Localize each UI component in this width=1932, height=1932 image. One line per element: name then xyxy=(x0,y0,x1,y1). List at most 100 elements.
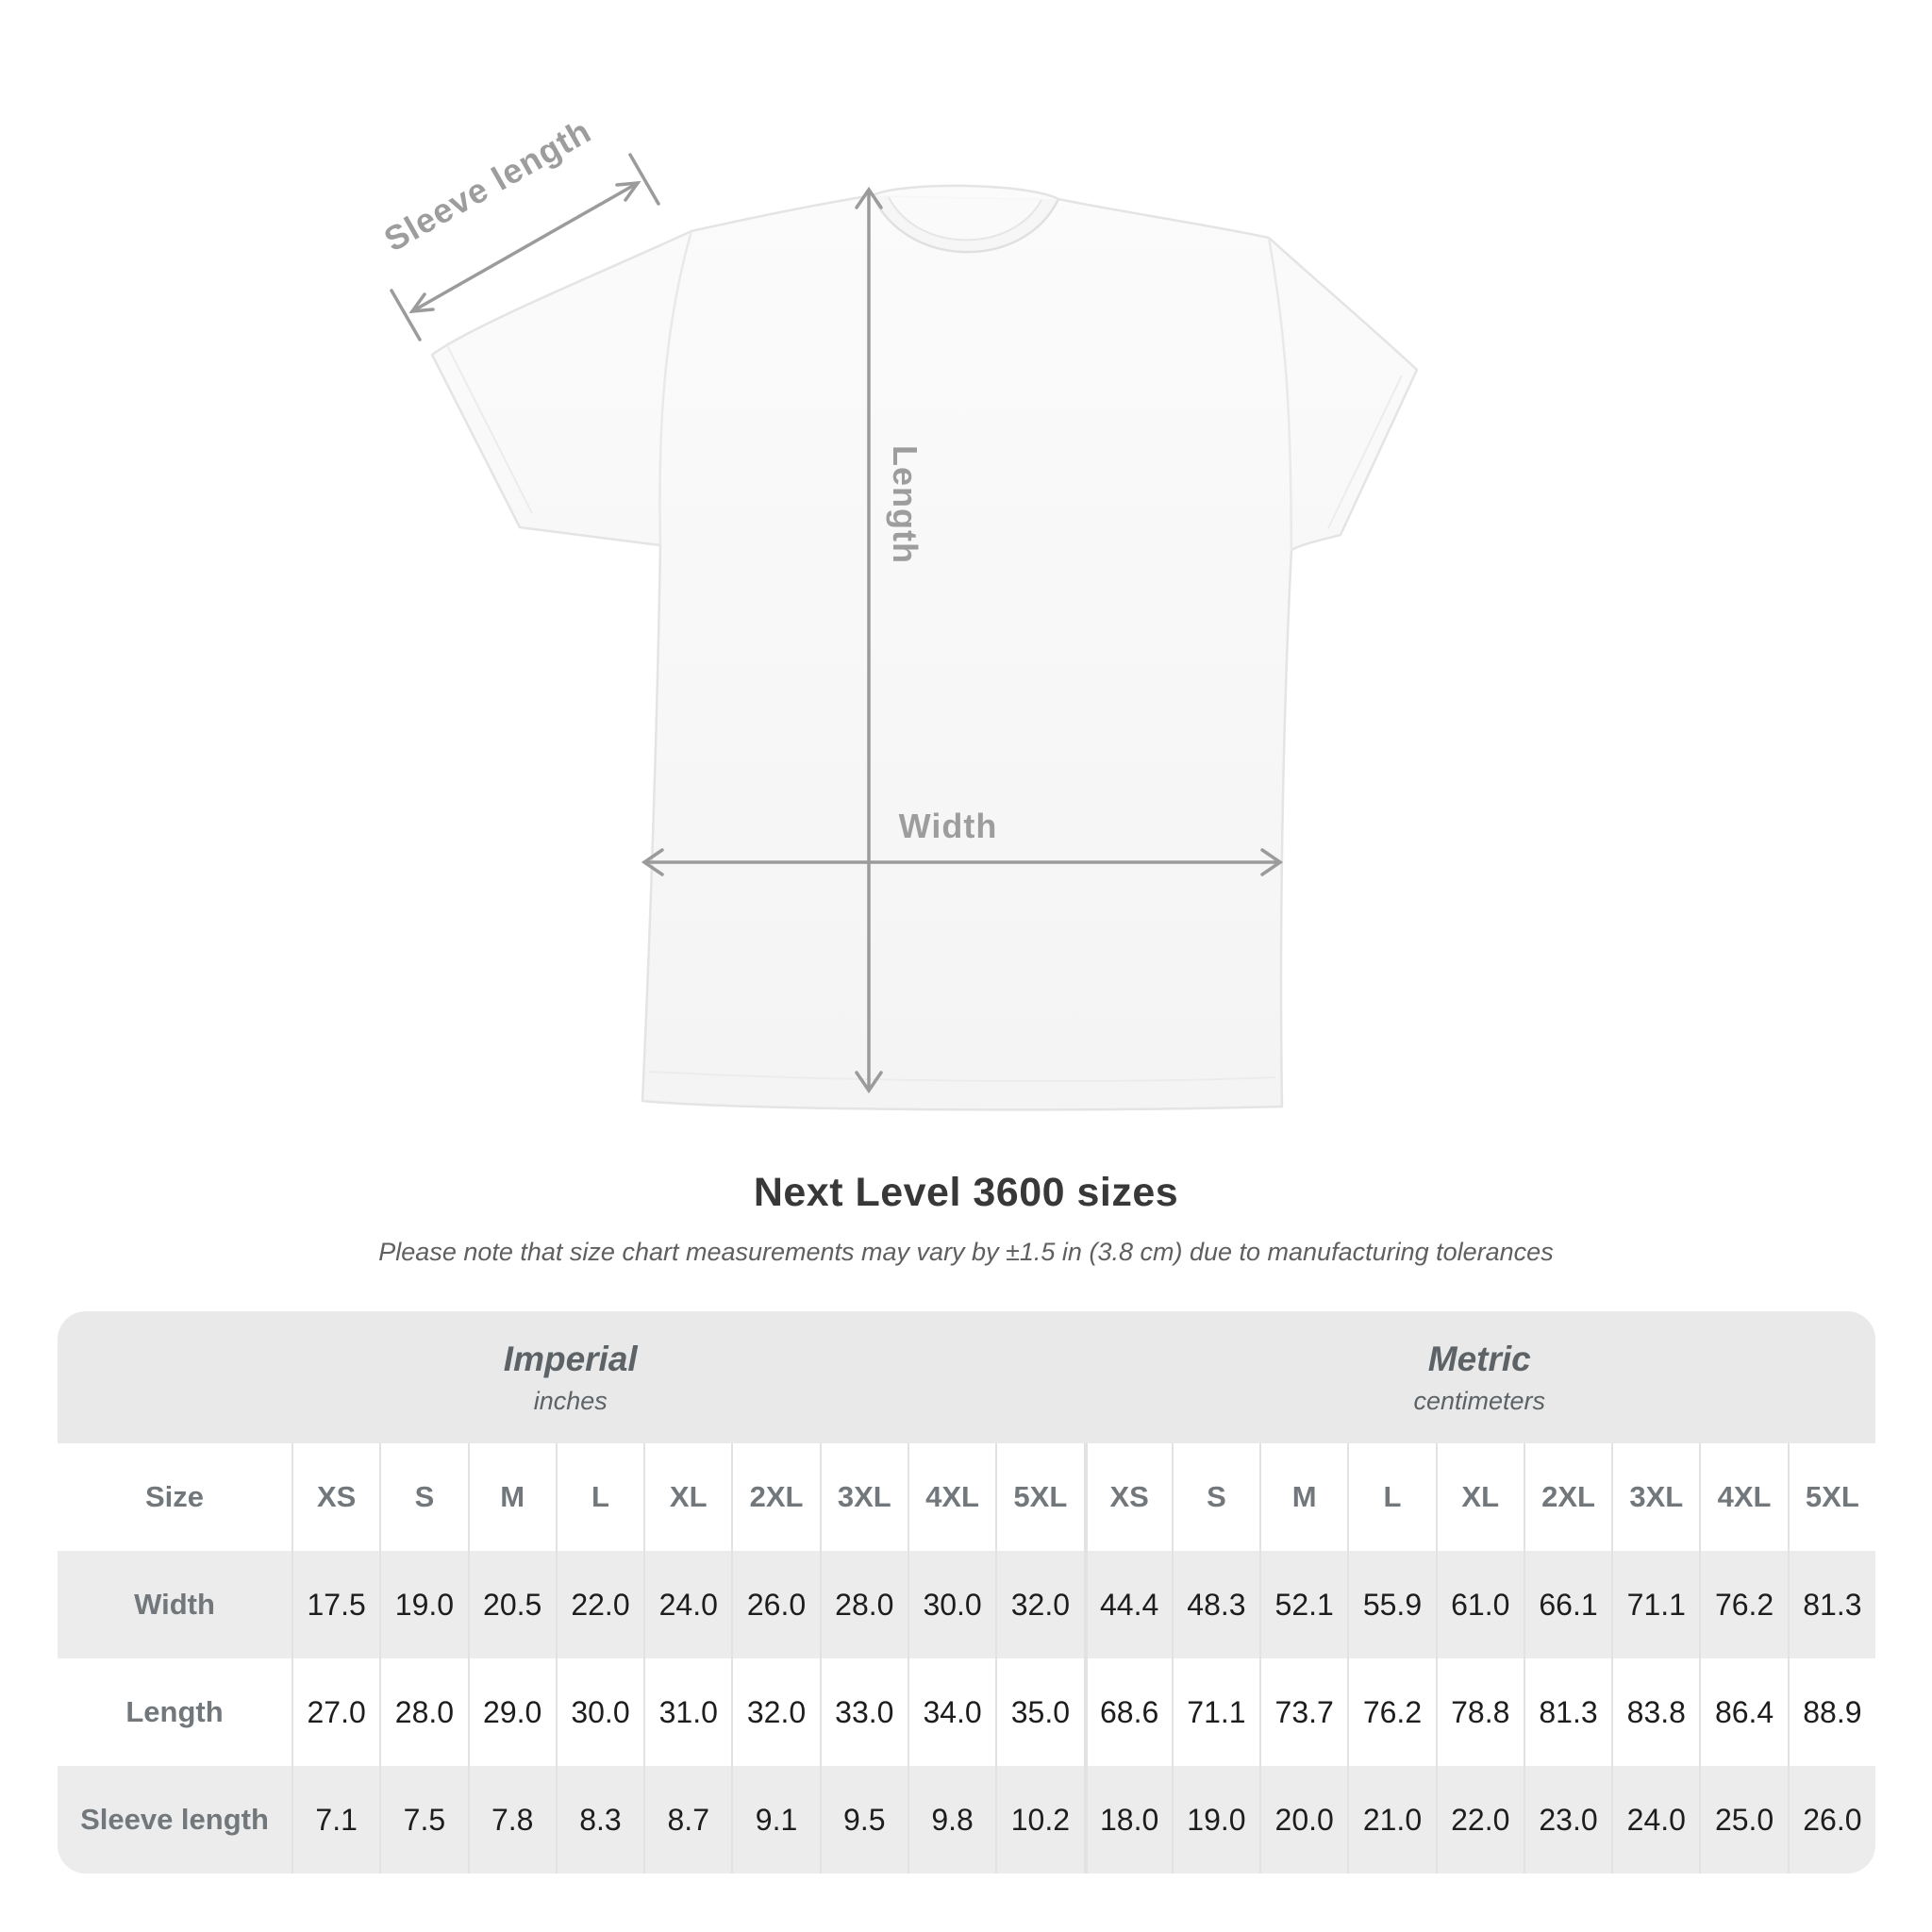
sleeve-length-row: Sleeve length 7.1 7.5 7.8 8.3 8.7 9.1 9.… xyxy=(58,1766,1875,1874)
size-header-metric-4xl: 4XL xyxy=(1699,1443,1787,1551)
size-header-imperial-4xl: 4XL xyxy=(907,1443,995,1551)
size-header-metric-2xl: 2XL xyxy=(1523,1443,1611,1551)
unit-header-band: Imperial inches Metric centimeters xyxy=(58,1311,1875,1443)
sleeve-metric-xs: 18.0 xyxy=(1083,1766,1172,1874)
sleeve-row-label: Sleeve length xyxy=(80,1803,269,1836)
length-imperial-xl: 31.0 xyxy=(643,1658,731,1766)
size-header-imperial-l: L xyxy=(555,1443,643,1551)
width-imperial-4xl: 30.0 xyxy=(907,1551,995,1658)
width-imperial-m: 20.5 xyxy=(467,1551,556,1658)
width-metric-m: 52.1 xyxy=(1259,1551,1347,1658)
left-cuff-stitch xyxy=(446,344,533,514)
metric-header: Metric centimeters xyxy=(1084,1311,1876,1443)
size-column-header: Size xyxy=(144,1480,205,1513)
left-armhole-seam xyxy=(658,230,693,546)
size-header-imperial-xs: XS xyxy=(291,1443,379,1551)
width-imperial-xs: 17.5 xyxy=(291,1551,379,1658)
length-row: Length 27.0 28.0 29.0 30.0 31.0 32.0 33.… xyxy=(58,1658,1875,1766)
length-metric-xs: 68.6 xyxy=(1083,1658,1172,1766)
width-metric-4xl: 76.2 xyxy=(1699,1551,1787,1658)
size-header-metric-m: M xyxy=(1259,1443,1347,1551)
sleeve-length-label: Sleeve length xyxy=(377,111,597,259)
width-metric-2xl: 66.1 xyxy=(1523,1551,1611,1658)
length-imperial-4xl: 34.0 xyxy=(907,1658,995,1766)
length-arrow xyxy=(855,186,883,1094)
imperial-title: Imperial xyxy=(503,1339,638,1378)
sleeve-imperial-xl: 8.7 xyxy=(643,1766,731,1874)
size-chart-table: Imperial inches Metric centimeters Size … xyxy=(58,1311,1875,1874)
size-header-row: Size XS S M L XL 2XL 3XL 4XL 5XL XS S M … xyxy=(58,1443,1875,1551)
size-header-metric-s: S xyxy=(1171,1443,1259,1551)
width-row-label: Width xyxy=(134,1588,215,1621)
collar-inner xyxy=(888,196,1042,242)
sleeve-metric-5xl: 26.0 xyxy=(1787,1766,1875,1874)
tshirt-measurement-diagram: Sleeve length Length Width xyxy=(377,111,1419,1111)
sleeve-metric-3xl: 24.0 xyxy=(1611,1766,1699,1874)
length-imperial-3xl: 33.0 xyxy=(819,1658,908,1766)
sleeve-metric-s: 19.0 xyxy=(1171,1766,1259,1874)
length-row-label: Length xyxy=(125,1695,224,1728)
metric-title: Metric xyxy=(1427,1339,1531,1378)
sleeve-imperial-3xl: 9.5 xyxy=(819,1766,908,1874)
length-imperial-m: 29.0 xyxy=(467,1658,556,1766)
sleeve-imperial-2xl: 9.1 xyxy=(731,1766,819,1874)
imperial-unit: inches xyxy=(533,1386,608,1415)
length-metric-5xl: 88.9 xyxy=(1787,1658,1875,1766)
sleeve-imperial-l: 8.3 xyxy=(555,1766,643,1874)
width-metric-xl: 61.0 xyxy=(1435,1551,1524,1658)
width-arrow xyxy=(641,848,1284,876)
page-title: Next Level 3600 sizes xyxy=(753,1170,1179,1215)
size-header-metric-xl: XL xyxy=(1435,1443,1524,1551)
length-label: Length xyxy=(886,445,924,564)
tshirt-illustration xyxy=(430,184,1419,1111)
size-header-metric-xs: XS xyxy=(1083,1443,1172,1551)
width-label: Width xyxy=(899,807,998,845)
size-header-metric-3xl: 3XL xyxy=(1611,1443,1699,1551)
tolerance-note: Please note that size chart measurements… xyxy=(378,1238,1554,1266)
length-imperial-5xl: 35.0 xyxy=(995,1658,1083,1766)
width-imperial-s: 19.0 xyxy=(379,1551,467,1658)
sleeve-length-arrow xyxy=(390,153,660,341)
sleeve-imperial-4xl: 9.8 xyxy=(907,1766,995,1874)
length-metric-4xl: 86.4 xyxy=(1699,1658,1787,1766)
sleeve-metric-m: 20.0 xyxy=(1259,1766,1347,1874)
width-imperial-l: 22.0 xyxy=(555,1551,643,1658)
width-metric-xs: 44.4 xyxy=(1083,1551,1172,1658)
sleeve-metric-4xl: 25.0 xyxy=(1699,1766,1787,1874)
length-imperial-2xl: 32.0 xyxy=(731,1658,819,1766)
metric-unit: centimeters xyxy=(1413,1386,1546,1415)
length-metric-m: 73.7 xyxy=(1259,1658,1347,1766)
width-metric-l: 55.9 xyxy=(1347,1551,1435,1658)
sleeve-imperial-xs: 7.1 xyxy=(291,1766,379,1874)
sleeve-imperial-s: 7.5 xyxy=(379,1766,467,1874)
sleeve-metric-xl: 22.0 xyxy=(1435,1766,1524,1874)
imperial-header: Imperial inches xyxy=(58,1311,1084,1443)
length-metric-l: 76.2 xyxy=(1347,1658,1435,1766)
size-header-imperial-s: S xyxy=(379,1443,467,1551)
width-imperial-3xl: 28.0 xyxy=(819,1551,908,1658)
length-imperial-xs: 27.0 xyxy=(291,1658,379,1766)
width-imperial-5xl: 32.0 xyxy=(995,1551,1083,1658)
right-cuff-stitch xyxy=(1327,375,1403,529)
length-metric-s: 71.1 xyxy=(1171,1658,1259,1766)
length-metric-xl: 78.8 xyxy=(1435,1658,1524,1766)
right-armhole-seam xyxy=(1267,237,1293,551)
length-imperial-s: 28.0 xyxy=(379,1658,467,1766)
size-header-imperial-m: M xyxy=(467,1443,556,1551)
size-header-imperial-5xl: 5XL xyxy=(995,1443,1083,1551)
width-row: Width 17.5 19.0 20.5 22.0 24.0 26.0 28.0… xyxy=(58,1551,1875,1658)
size-header-metric-5xl: 5XL xyxy=(1787,1443,1875,1551)
width-imperial-xl: 24.0 xyxy=(643,1551,731,1658)
width-metric-3xl: 71.1 xyxy=(1611,1551,1699,1658)
size-header-metric-l: L xyxy=(1347,1443,1435,1551)
length-metric-2xl: 81.3 xyxy=(1523,1658,1611,1766)
sleeve-metric-l: 21.0 xyxy=(1347,1766,1435,1874)
length-imperial-l: 30.0 xyxy=(555,1658,643,1766)
size-header-imperial-3xl: 3XL xyxy=(819,1443,908,1551)
sleeve-imperial-m: 7.8 xyxy=(467,1766,556,1874)
sleeve-metric-2xl: 23.0 xyxy=(1523,1766,1611,1874)
tshirt-body xyxy=(430,184,1419,1111)
width-metric-5xl: 81.3 xyxy=(1787,1551,1875,1658)
size-header-imperial-xl: XL xyxy=(643,1443,731,1551)
length-metric-3xl: 83.8 xyxy=(1611,1658,1699,1766)
